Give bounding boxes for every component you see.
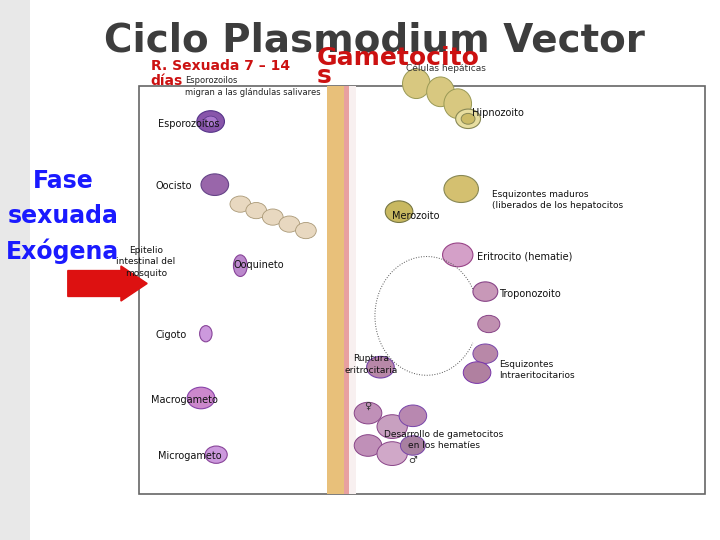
Text: Merozoito: Merozoito [392,211,440,221]
Circle shape [205,446,228,463]
Circle shape [366,356,395,378]
Text: Células hepáticas: Células hepáticas [406,63,486,73]
Circle shape [279,216,300,232]
Text: Ooquineto: Ooquineto [233,260,284,269]
Text: migran a las glándulas salivares: migran a las glándulas salivares [185,87,320,97]
Circle shape [246,202,266,219]
Ellipse shape [199,326,212,342]
Text: días: días [150,74,183,88]
Text: Esporozoitos: Esporozoitos [158,119,219,129]
Bar [327,86,344,494]
Circle shape [456,109,480,129]
FancyBboxPatch shape [23,0,720,540]
Ellipse shape [233,255,247,276]
Circle shape [462,113,475,124]
Text: Gametocito: Gametocito [316,46,479,70]
Circle shape [187,387,215,409]
Text: ♂: ♂ [408,455,418,465]
Text: Esporozoilos: Esporozoilos [185,76,238,85]
Ellipse shape [402,69,430,98]
Circle shape [444,176,479,202]
Bar [139,86,705,494]
Circle shape [377,415,408,438]
Bar [349,86,356,494]
Text: Hipnozoito: Hipnozoito [472,109,523,118]
Circle shape [400,436,426,455]
Circle shape [478,315,500,333]
Bar [344,86,349,494]
Circle shape [295,222,316,239]
Text: Microgameto: Microgameto [158,451,221,461]
Circle shape [354,402,382,424]
Text: R. Sexuada 7 – 14: R. Sexuada 7 – 14 [150,59,289,73]
Text: Macrogameto: Macrogameto [150,395,217,404]
Circle shape [377,442,408,465]
Circle shape [385,201,413,222]
Text: Troponozoito: Troponozoito [499,289,561,299]
Circle shape [443,243,473,267]
Text: Esquizontes maduros
(liberados de los hepatocitos: Esquizontes maduros (liberados de los he… [492,190,624,210]
Circle shape [463,362,491,383]
Ellipse shape [444,89,472,118]
Text: Epitelio
intestinal del
mosquito: Epitelio intestinal del mosquito [116,246,176,278]
Text: sexuada: sexuada [7,204,118,228]
Text: s: s [316,64,331,88]
Text: ♀: ♀ [364,401,372,411]
Circle shape [201,174,229,195]
Circle shape [354,435,382,456]
Circle shape [473,282,498,301]
Circle shape [197,111,225,132]
Circle shape [230,196,251,212]
Text: Oocisto: Oocisto [156,181,192,191]
Text: Ciclo Plasmodium Vector: Ciclo Plasmodium Vector [104,22,645,59]
FancyArrow shape [68,266,147,301]
Text: Ruptura
eritrocitaria: Ruptura eritrocitaria [345,354,398,375]
Text: Desarrollo de gametocitos
en los hematíes: Desarrollo de gametocitos en los hematíe… [384,430,503,450]
Text: Fase: Fase [32,169,94,193]
Text: Exógena: Exógena [6,238,120,264]
Circle shape [262,209,283,225]
Circle shape [204,116,217,127]
Text: Cigoto: Cigoto [156,330,186,340]
Circle shape [399,405,427,427]
Text: Eritrocito (hematie): Eritrocito (hematie) [477,252,572,261]
Text: Esquizontes
Intraeritocitarios: Esquizontes Intraeritocitarios [499,360,575,380]
Circle shape [473,344,498,363]
Ellipse shape [427,77,454,107]
